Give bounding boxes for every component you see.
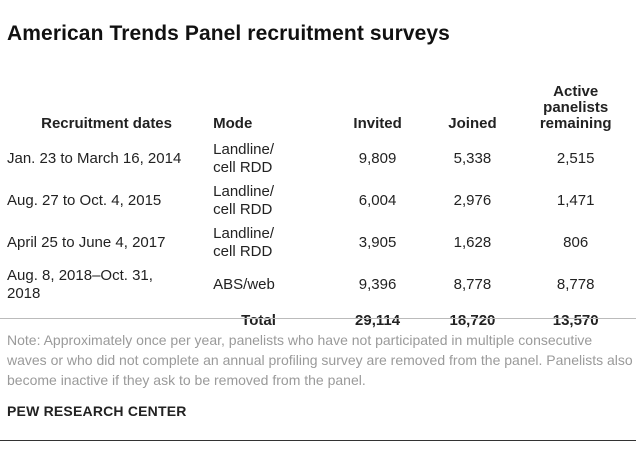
mode-line-1: Landline/ [213,225,275,242]
dates-line-2: 2018 [7,285,41,302]
header-mode: Mode [213,115,253,132]
bottom-divider [0,440,636,441]
table-row: April 25 to June 4, 2017 Landline/cell R… [0,222,636,264]
divider [0,318,636,319]
dates-line-1: April 25 to June 4, 2017 [7,234,166,251]
cell-invited: 3,905 [358,234,397,251]
cell-joined: 1,628 [453,234,492,251]
cell-active: 1,471 [556,192,595,209]
total-label: Total [241,312,276,329]
dates-line-1: Aug. 8, 2018–Oct. 31, [7,267,153,284]
table-row: Aug. 8, 2018–Oct. 31, 2018 ABS/web 9,396 … [0,264,636,306]
header-active-line-1: Active [553,83,599,100]
cell-joined: 2,976 [453,192,492,209]
mode-line-2: cell RDD [213,159,273,176]
cell-mode: Landline/cell RDD [213,180,326,222]
header-active-line-2: panelists [543,99,609,116]
cell-dates: April 25 to June 4, 2017 [0,222,213,264]
mode-line-1: Landline/ [213,183,275,200]
mode-line-2: cell RDD [213,201,273,218]
dates-line-1: Aug. 27 to Oct. 4, 2015 [7,192,162,209]
total-active: 13,570 [552,312,599,329]
cell-dates: Jan. 23 to March 16, 2014 [0,138,213,180]
source-credit: PEW RESEARCH CENTER [7,403,187,419]
cell-joined: 8,778 [453,276,492,293]
table-row-total: Total 29,114 18,720 13,570 [0,306,636,336]
mode-line-2: cell RDD [213,243,273,260]
cell-invited: 9,396 [358,276,397,293]
table-row: Aug. 27 to Oct. 4, 2015 Landline/cell RD… [0,180,636,222]
header-invited: Invited [353,115,402,132]
cell-dates: Aug. 8, 2018–Oct. 31, 2018 [0,264,213,306]
total-joined: 18,720 [449,312,496,329]
header-active-line-3: remaining [539,115,612,132]
cell-active: 2,515 [556,150,595,167]
cell-joined: 5,338 [453,150,492,167]
cell-dates: Aug. 27 to Oct. 4, 2015 [0,180,213,222]
dates-line-1: Jan. 23 to March 16, 2014 [7,150,182,167]
table-header-row: Recruitment dates Mode Invited Joined Ac… [0,84,636,138]
cell-active: 806 [563,234,589,251]
header-active-panelists: Active panelists remaining [515,84,636,138]
cell-invited: 9,809 [358,150,397,167]
page-title: American Trends Panel recruitment survey… [7,22,450,45]
header-recruitment-dates: Recruitment dates [41,115,172,132]
table-row: Jan. 23 to March 16, 2014 Landline/cell … [0,138,636,180]
cell-mode: ABS/web [213,264,326,306]
mode-line-1: Landline/ [213,141,275,158]
recruitment-table: Recruitment dates Mode Invited Joined Ac… [0,84,636,336]
cell-invited: 6,004 [358,192,397,209]
cell-active: 8,778 [556,276,595,293]
cell-mode: Landline/cell RDD [213,138,326,180]
header-joined: Joined [448,115,497,132]
cell-mode: Landline/cell RDD [213,222,326,264]
note-text: Note: Approximately once per year, panel… [7,332,633,388]
mode-line-1: ABS/web [213,276,275,293]
total-invited: 29,114 [355,312,401,329]
